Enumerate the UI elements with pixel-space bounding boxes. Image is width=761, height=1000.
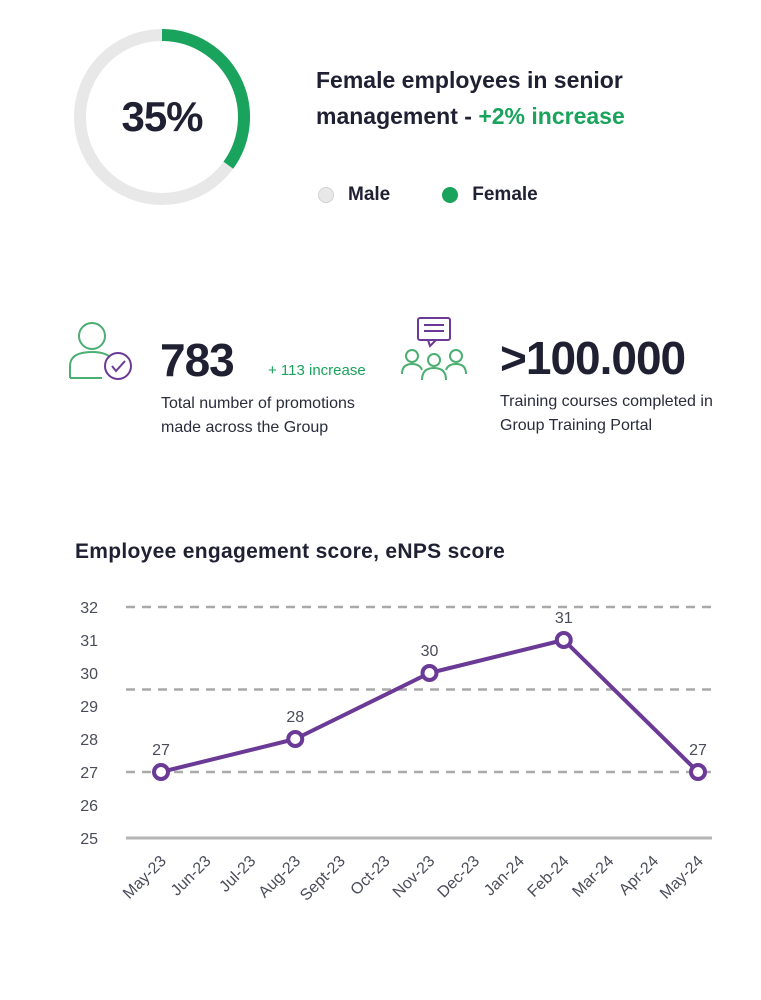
data-label: 27 <box>152 742 170 759</box>
x-tick-label: Jul-23 <box>216 853 259 896</box>
y-tick-label: 31 <box>80 633 98 650</box>
y-tick-label: 29 <box>80 699 98 716</box>
data-label: 31 <box>555 610 573 627</box>
donut-legend: Male Female <box>318 184 590 206</box>
training-value: >100.000 <box>500 332 686 384</box>
headline-accent: +2% increase <box>478 103 625 129</box>
promotions-description-line: Total number of promotions <box>161 395 355 412</box>
training-description-line: Group Training Portal <box>500 417 653 434</box>
promotions-value: 783 <box>160 334 235 386</box>
y-tick-label: 32 <box>80 600 98 617</box>
x-tick-label: Sept-23 <box>297 853 349 905</box>
y-tick-label: 25 <box>80 831 98 848</box>
headline: Female employees in senior management - … <box>316 62 736 134</box>
legend-item-female: Female <box>442 184 538 206</box>
data-point <box>286 730 305 748</box>
y-tick-label: 28 <box>80 732 98 749</box>
x-tick-label: Oct-23 <box>348 853 394 899</box>
promotions-delta: + 113 increase <box>268 362 366 379</box>
promotions-description-line: made across the Group <box>161 419 329 436</box>
x-tick-label: Nov-23 <box>390 853 439 902</box>
x-tick-label: Mar-24 <box>569 853 617 901</box>
x-tick-label: Jun-23 <box>168 853 215 900</box>
training-description-line: Training courses completed in <box>500 393 713 410</box>
female-percentage: 35% <box>121 93 203 140</box>
data-label: 27 <box>689 742 707 759</box>
promotions-description: Total number of promotions made across t… <box>161 392 355 440</box>
y-tick-label: 26 <box>80 798 98 815</box>
legend-dot-male <box>318 187 334 203</box>
data-point <box>420 664 439 682</box>
legend-item-male: Male <box>318 184 390 206</box>
female-share-donut <box>74 29 250 205</box>
data-label: 30 <box>421 643 439 660</box>
x-tick-label: Jan-24 <box>481 853 528 900</box>
legend-dot-female <box>442 187 459 203</box>
y-tick-label: 27 <box>80 765 98 782</box>
x-tick-label: Feb-24 <box>525 853 573 901</box>
training-description: Training courses completed in Group Trai… <box>500 390 713 438</box>
x-tick-label: May-24 <box>657 853 707 903</box>
x-tick-label: Apr-24 <box>616 853 662 899</box>
headline-text: Female employees in senior management - <box>316 67 623 129</box>
chart-title: Employee engagement score, eNPS score <box>75 540 506 563</box>
donut-female-arc <box>161 29 250 169</box>
x-tick-label: Aug-23 <box>256 853 305 902</box>
data-point <box>689 763 707 781</box>
person-check-icon <box>69 322 132 380</box>
legend-label-female: Female <box>472 184 538 205</box>
legend-label-male: Male <box>348 184 391 205</box>
y-tick-label: 30 <box>80 666 98 683</box>
group-chat-icon <box>401 317 467 381</box>
x-tick-label: Dec-23 <box>435 853 484 902</box>
x-tick-label: May-23 <box>120 853 170 903</box>
data-label: 28 <box>286 709 304 726</box>
data-point <box>554 631 573 649</box>
data-point <box>152 763 170 781</box>
